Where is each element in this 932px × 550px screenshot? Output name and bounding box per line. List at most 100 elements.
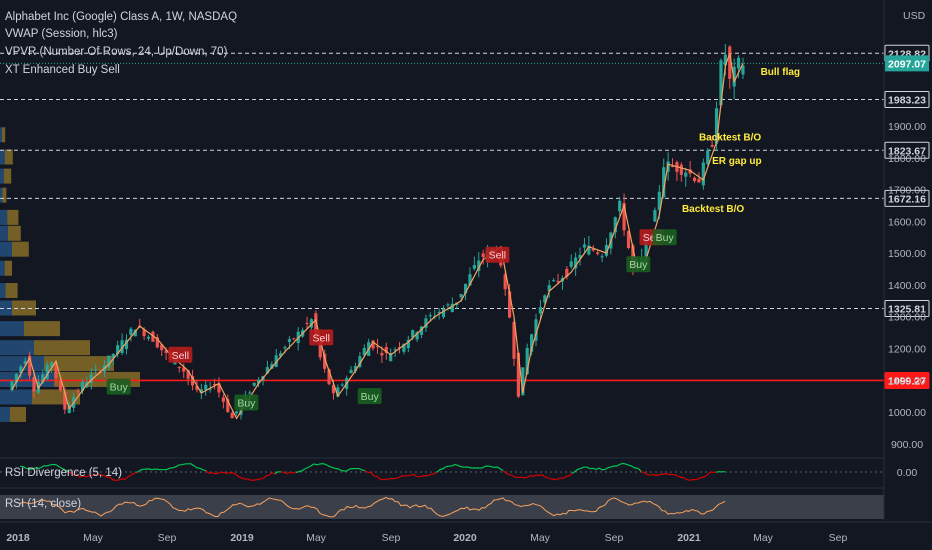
candle-body (600, 256, 604, 258)
rsi-div-segment (55, 464, 60, 468)
vp-row-up (0, 127, 2, 143)
rsi-div-segment (61, 467, 66, 471)
rsi-div-segment (247, 478, 252, 481)
candle-body (411, 330, 415, 338)
x-tick-label: Sep (158, 532, 177, 544)
candle-body (371, 340, 375, 349)
vp-row-down (44, 356, 114, 372)
rsi-div-segment (580, 466, 585, 469)
candle-body (305, 323, 309, 325)
candle-body (626, 231, 631, 248)
rsi-div-segment (262, 475, 267, 480)
rsi-div-segment (616, 463, 621, 467)
candle-body (362, 348, 366, 356)
level-tag[interactable] (884, 299, 930, 317)
indicator-vpvr[interactable]: VPVR (Number Of Rows, 24, Up/Down, 70) (5, 46, 228, 58)
level-tag[interactable] (884, 91, 930, 109)
candle-body (736, 57, 741, 69)
rsi-div-segment (46, 464, 51, 467)
candle-body (468, 274, 472, 286)
candle-body (28, 355, 32, 376)
level-tag[interactable] (884, 371, 930, 389)
candle-body (182, 367, 186, 372)
candle-body (604, 244, 609, 256)
candle-body (151, 331, 155, 342)
candle-body (155, 337, 159, 348)
indicator-rsi-divergence[interactable]: RSI Divergence (5, 14) (5, 467, 122, 479)
candle-body (424, 318, 428, 328)
sell-signal[interactable]: Sell (485, 246, 510, 263)
vp-row-down (34, 340, 90, 356)
rsi-div-segment (130, 472, 135, 476)
candle-body (340, 384, 344, 386)
rsi-div-segment (328, 465, 333, 468)
candle-body (719, 60, 723, 106)
candle-body (234, 411, 239, 414)
candle-body (530, 334, 534, 352)
candle-body (521, 367, 525, 396)
candle-body (574, 257, 578, 269)
candle-body (76, 391, 80, 393)
candle-body (477, 260, 481, 271)
candle-body (741, 65, 745, 75)
buy-signal[interactable]: Buy (652, 229, 677, 246)
signal-label: Buy (656, 232, 675, 244)
level-tag[interactable] (884, 189, 930, 207)
vp-row-up (0, 356, 44, 372)
rsi-div-segment (646, 473, 651, 476)
rsi-div-segment (310, 463, 315, 467)
rsi-div-segment (610, 465, 615, 468)
rsi-div-segment (436, 469, 441, 473)
rsi-div-segment (412, 473, 417, 477)
rsi-div-segment (649, 473, 654, 476)
candle-body (45, 364, 49, 379)
x-tick-label: May (753, 532, 774, 544)
chart-title: Alphabet Inc (Google) Class A, 1W, NASDA… (5, 11, 238, 23)
annotation-text: Backtest B/O (682, 204, 744, 215)
sell-signal[interactable]: Sell (168, 346, 193, 363)
buy-signal[interactable]: Buy (106, 378, 131, 395)
buy-signal[interactable]: Buy (626, 256, 651, 273)
level-tag[interactable] (884, 141, 930, 159)
rsi-div-segment (487, 465, 492, 468)
time-axis[interactable]: 2018 May Sep 2019 May Sep 2020 May Sep 2021 May Sep (0, 521, 932, 544)
rsi-div-segment (607, 466, 612, 469)
rsi-div-segment (652, 473, 657, 477)
rsi-div-segment (496, 466, 501, 470)
candle-body (54, 363, 58, 379)
candle-body (252, 382, 256, 386)
buy-signal[interactable]: Buy (234, 394, 259, 411)
rsi-div-segment (586, 466, 591, 470)
rsi-div-segment (265, 474, 270, 477)
last-price-tag[interactable] (885, 55, 929, 72)
sell-signal[interactable]: Sell (309, 329, 334, 346)
vp-row-down (8, 225, 21, 241)
rsi-div-segment (604, 467, 609, 470)
candle-body (14, 373, 19, 383)
level-tag-label: 1823.67 (888, 145, 926, 157)
vp-row-down (10, 406, 26, 422)
rsi-div-segment (331, 466, 336, 470)
rsi-div-segment (430, 473, 435, 476)
indicator-rsi[interactable]: RSI (14, close) (5, 498, 82, 510)
rsi-div-segment (532, 474, 537, 478)
rsi-div-segment (307, 465, 312, 468)
indicator-xt-buy-sell[interactable]: XT Enhanced Buy Sell (5, 64, 120, 76)
vp-row-down (24, 321, 60, 337)
rsi-div-segment (118, 478, 123, 481)
buy-signal[interactable]: Buy (357, 388, 382, 405)
rsi-line (19, 496, 726, 518)
price-axis[interactable]: 2128.821983.231823.671672.161325.811099.… (883, 0, 930, 520)
signal-label: Buy (110, 382, 129, 394)
rsi-div-segment (31, 467, 36, 470)
level-tag-label: 1099.27 (888, 375, 926, 387)
candle-body (279, 353, 283, 357)
rsi-div-segment (673, 474, 678, 477)
rsi-divergence-pane: 0.00 (0, 457, 917, 482)
candle-body (662, 167, 666, 198)
y-tick-label: 900.00 (891, 439, 923, 451)
rsi-div-segment (283, 471, 288, 475)
rsi-div-segment (445, 465, 450, 468)
indicator-vwap[interactable]: VWAP (Session, hlc3) (5, 28, 118, 40)
